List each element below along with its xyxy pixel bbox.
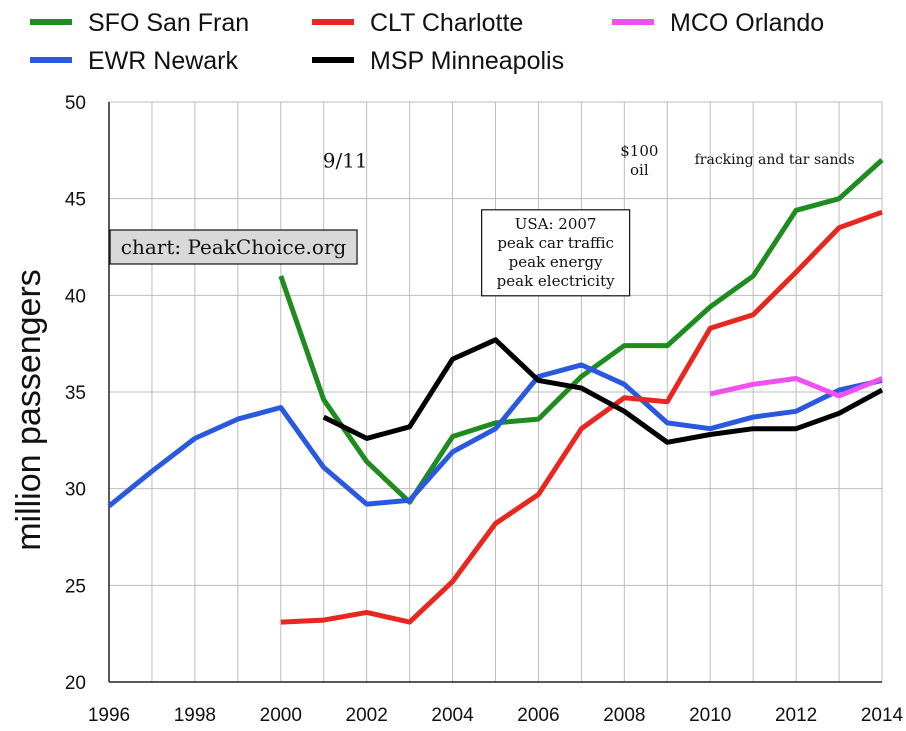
legend: SFO San Fran CLT Charlotte MCO Orlando EWR … [30,9,824,75]
y-tick-label: 45 [65,190,86,211]
annotation-text: $100 [620,142,658,160]
annotation-box [109,229,358,265]
y-tick-label: 20 [65,673,86,694]
annotation-4: chart: PeakChoice.org [109,229,358,265]
x-tick-label: 2000 [260,705,302,726]
x-tick-label: 1998 [174,705,216,726]
series-line-mco [709,376,883,399]
annotation-text: USA: 2007 [515,215,597,233]
x-tick-label: 2010 [689,705,731,726]
annotation-text: fracking and tar sands [695,152,855,168]
legend-label-clt: CLT Charlotte [370,9,523,37]
y-axis-label: million passengers [10,269,48,551]
legend-label-mco: MCO Orlando [670,9,824,37]
x-tick-label: 2002 [346,705,388,726]
x-tick-label: 2006 [517,705,559,726]
annotation-text: oil [630,161,649,179]
y-tick-label: 50 [65,93,86,114]
series-line-ewr [107,362,883,509]
legend-label-msp: MSP Minneapolis [370,47,564,75]
annotation-box [481,209,631,297]
annotation-text: peak electricity [497,272,615,290]
annotation-0: 9/11 [323,149,368,173]
x-axis-ticks: 1996 1998 2000 2002 2004 2006 2008 2010 2012 2014 [88,705,904,726]
y-tick-label: 30 [65,480,86,501]
series-line-sfo [278,158,884,505]
y-tick-label: 25 [65,576,86,597]
annotation-text: peak energy [509,253,603,271]
series-line-msp [322,337,884,445]
annotation-text: chart: PeakChoice.org [121,235,347,259]
x-tick-label: 2012 [775,705,817,726]
legend-label-sfo: SFO San Fran [88,9,249,37]
annotation-text: peak car traffic [497,234,614,252]
y-axis-ticks: 20 25 30 35 40 45 50 [65,93,86,694]
x-tick-label: 1996 [88,705,130,726]
x-tick-label: 2004 [431,705,474,726]
x-tick-label: 2008 [603,705,645,726]
series-line-clt [280,209,883,625]
grid-lines [108,101,883,683]
y-tick-label: 40 [65,286,86,307]
plot-frame [108,102,882,683]
legend-label-ewr: EWR Newark [88,47,239,75]
annotation-text: 9/11 [323,149,368,173]
series-lines [107,158,884,625]
x-tick-label: 2014 [861,705,904,726]
y-tick-label: 35 [65,383,86,404]
annotation-2: fracking and tar sands [695,152,855,168]
